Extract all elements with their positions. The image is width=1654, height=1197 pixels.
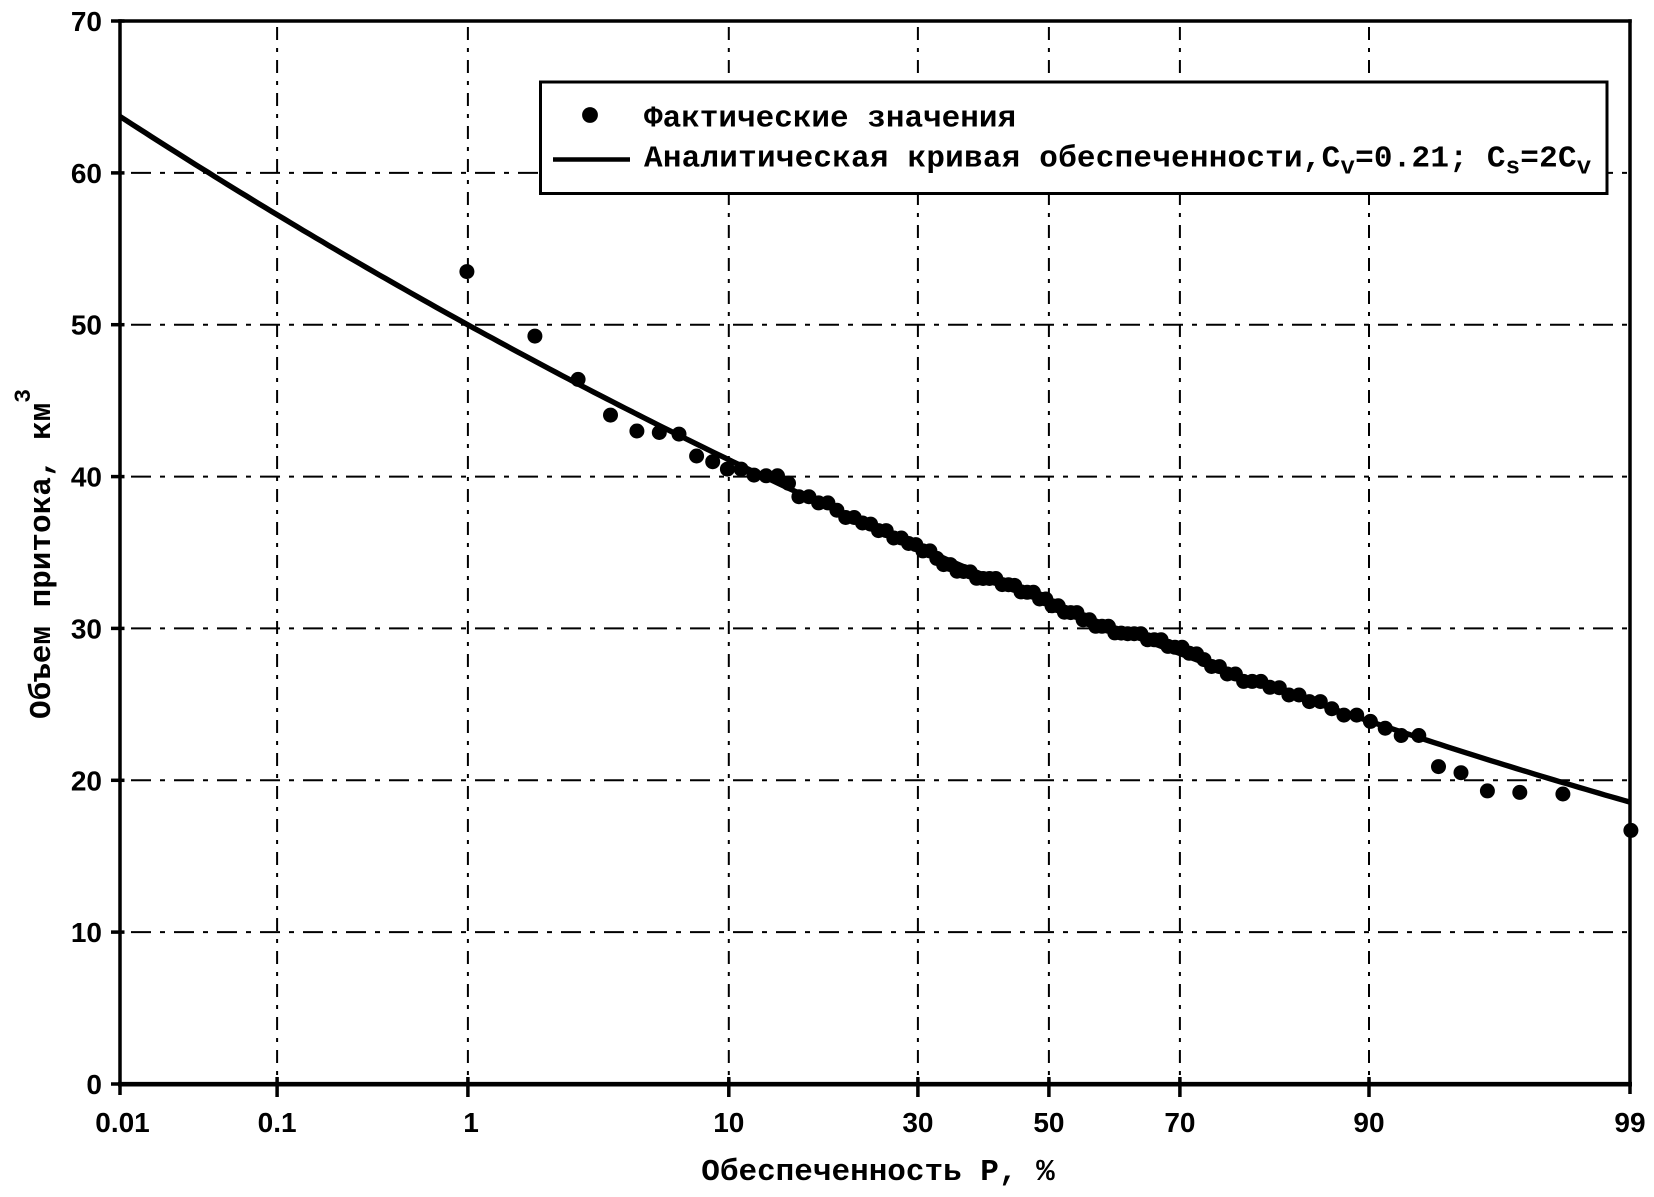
svg-text:70: 70 [1164, 1107, 1195, 1138]
svg-text:99: 99 [1614, 1107, 1645, 1138]
svg-text:0.1: 0.1 [258, 1107, 297, 1138]
svg-text:50: 50 [71, 310, 102, 341]
svg-text:10: 10 [713, 1107, 744, 1138]
svg-text:40: 40 [71, 462, 102, 493]
svg-text:60: 60 [71, 158, 102, 189]
svg-text:0.01: 0.01 [95, 1107, 150, 1138]
svg-text:20: 20 [71, 765, 102, 796]
svg-text:1: 1 [463, 1107, 479, 1138]
svg-text:0: 0 [86, 1069, 102, 1100]
svg-text:70: 70 [71, 6, 102, 37]
svg-text:10: 10 [71, 917, 102, 948]
svg-text:50: 50 [1033, 1107, 1064, 1138]
svg-text:Обеспеченность P, %: Обеспеченность P, % [701, 1155, 1055, 1190]
svg-text:Фактические значения: Фактические значения [644, 102, 1016, 137]
svg-text:30: 30 [71, 613, 102, 644]
svg-text:90: 90 [1353, 1107, 1384, 1138]
svg-text:Аналитическая кривая обеспечен: Аналитическая кривая обеспеченности,Cv=0… [644, 142, 1591, 182]
svg-text:30: 30 [902, 1107, 933, 1138]
